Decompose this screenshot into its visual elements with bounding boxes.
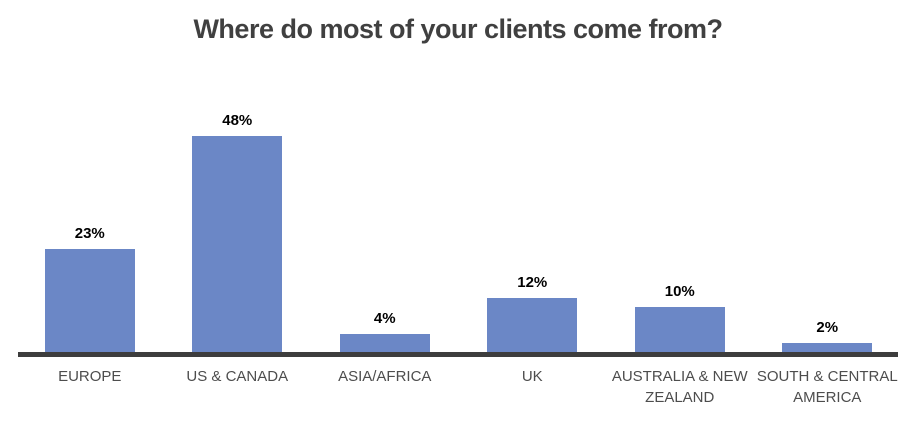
category-label-us-canada: US & CANADA — [186, 368, 289, 385]
bar-value-label: 48% — [222, 112, 253, 129]
bar-group-south-central-america: 2% — [754, 60, 902, 352]
category-label-uk: UK — [521, 368, 543, 385]
bar-europe — [44, 248, 135, 352]
bar-value-label: 2% — [816, 319, 839, 336]
x-axis-line — [18, 352, 898, 357]
bar-group-australia-nz: 10% — [606, 60, 754, 352]
bar-asia-africa — [339, 334, 430, 352]
x-axis-labels: EUROPE US & CANADA ASIA/AFRICA UK AUSTRA… — [16, 366, 901, 408]
category-label-south-central-america: SOUTH & CENTRAL AMERICA — [756, 368, 898, 406]
bar-value-label: 10% — [664, 283, 695, 300]
plot-area: 23% 48% 4% 12% 10% 2% — [16, 60, 901, 352]
bar-us-canada — [192, 136, 283, 352]
category-label-europe: EUROPE — [58, 368, 122, 385]
category-label-australia-nz: AUSTRALIA & NEW ZEALAND — [611, 368, 748, 406]
bar-group-uk: 12% — [459, 60, 607, 352]
bar-group-europe: 23% — [16, 60, 164, 352]
category-label-asia-africa: ASIA/AFRICA — [338, 368, 432, 385]
chart-title: Where do most of your clients come from? — [193, 14, 723, 44]
bar-group-us-canada: 48% — [164, 60, 312, 352]
bar-south-central-america — [782, 343, 873, 352]
bar-group-asia-africa: 4% — [311, 60, 459, 352]
bar-uk — [487, 298, 578, 352]
bar-value-label: 4% — [373, 310, 396, 327]
bar-value-label: 23% — [74, 224, 105, 242]
bar-australia-nz — [634, 307, 725, 352]
bar-value-label: 12% — [517, 274, 548, 291]
